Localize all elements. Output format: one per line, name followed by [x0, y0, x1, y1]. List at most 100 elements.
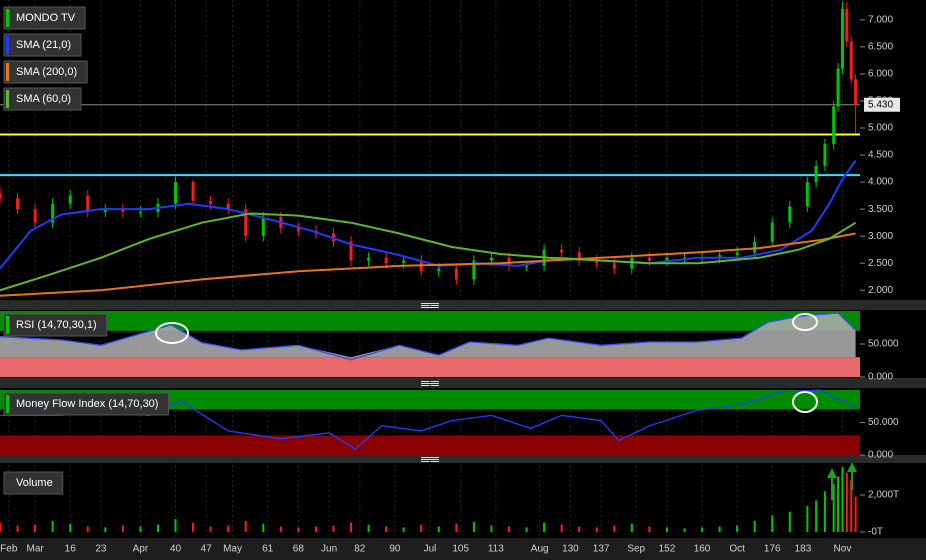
candle-body — [0, 192, 2, 199]
volume-bar — [560, 524, 563, 532]
candle-body — [612, 263, 616, 269]
legend-label: Volume — [16, 477, 53, 489]
volume-bar — [648, 526, 651, 532]
y-tick-label: 4.000 — [868, 177, 893, 188]
candle-body — [121, 209, 125, 212]
y-tick-label: 5.000 — [868, 123, 893, 134]
legend-label: MONDO TV — [16, 12, 76, 24]
candle-body — [665, 257, 669, 261]
legend-box — [3, 392, 169, 416]
indicator-line — [0, 312, 857, 361]
indicator-area — [0, 313, 856, 358]
legend-label: Money Flow Index (14,70,30) — [16, 398, 158, 410]
x-tick-label: Jul — [424, 544, 437, 555]
candle-body — [68, 195, 72, 204]
candle-body — [384, 257, 388, 264]
volume-bar — [701, 527, 704, 532]
candle-body — [788, 206, 792, 223]
arrow-up — [827, 468, 837, 500]
candle-body — [854, 79, 858, 105]
candle-body — [402, 260, 406, 264]
highlight-circle — [792, 391, 818, 413]
volume-bar — [314, 526, 317, 532]
x-tick-label: 90 — [389, 544, 401, 555]
sma-line — [0, 212, 857, 292]
x-tick-label: 130 — [562, 544, 579, 555]
candle-body — [454, 268, 458, 280]
volume-bar — [837, 476, 840, 532]
volume-bar — [507, 526, 510, 532]
legend-box — [3, 33, 82, 57]
legend-item: SMA (200,0) — [3, 60, 88, 84]
volume-bar — [736, 525, 739, 532]
x-tick-label: Jun — [321, 544, 337, 555]
candle-body — [138, 211, 142, 213]
volume-bar — [788, 511, 791, 532]
panel-separator — [0, 300, 926, 310]
volume-bar — [385, 526, 388, 532]
x-tick-label: 23 — [95, 544, 107, 555]
volume-bar — [841, 467, 844, 532]
legend-marker — [6, 36, 9, 54]
overlay — [155, 313, 857, 500]
indicator-band — [0, 311, 860, 331]
volume-bar — [455, 523, 458, 532]
candle-body — [209, 201, 213, 204]
legend-marker — [6, 395, 9, 413]
volume-bar — [718, 526, 721, 532]
x-tick-label: 113 — [488, 544, 504, 555]
volume-bar — [420, 524, 423, 532]
x-tick-label: Aug — [531, 544, 549, 555]
candle-body — [849, 41, 853, 80]
x-tick-label: 82 — [354, 544, 366, 555]
volume-bar — [578, 526, 581, 532]
y-tick-label: 2.000 — [868, 285, 893, 296]
candle-body — [261, 217, 265, 237]
candle-body — [630, 257, 634, 269]
x-tick-label: 61 — [262, 544, 274, 555]
volume-bar — [104, 527, 107, 532]
panel-separator — [0, 378, 926, 388]
x-tick-label: 160 — [694, 544, 711, 555]
legend-marker — [6, 9, 9, 27]
candle-body — [753, 241, 757, 253]
legend-box — [3, 6, 86, 30]
legend-box — [3, 87, 82, 111]
legend-marker — [6, 316, 9, 334]
volume-bar — [630, 523, 633, 532]
volume-bar — [34, 524, 37, 532]
legend-item: RSI (14,70,30,1) — [3, 313, 108, 337]
volume-bar — [525, 527, 528, 532]
volume-bar — [437, 526, 440, 532]
y-tick-label: 6.000 — [868, 69, 893, 80]
volume-bar — [279, 526, 282, 532]
legend-item: MONDO TV — [3, 6, 86, 30]
x-tick-label: May — [223, 544, 242, 555]
volume-bar — [854, 496, 857, 532]
legend-label: SMA (200,0) — [16, 66, 77, 78]
candle-body — [840, 9, 844, 69]
volume-bar — [121, 525, 124, 532]
y-tick-label: 7.000 — [868, 14, 893, 25]
panel-separator — [0, 455, 926, 463]
legend-marker — [6, 90, 9, 108]
volume-bar — [490, 525, 493, 532]
last-price-box — [864, 97, 900, 112]
volume-bar — [771, 515, 774, 532]
volume-bar — [16, 525, 19, 532]
volume-bar — [209, 526, 212, 532]
x-tick-label: 68 — [293, 544, 305, 555]
candle-body — [560, 249, 564, 253]
x-tick-label: 176 — [764, 544, 781, 555]
x-tick-label: Mar — [26, 544, 44, 555]
volume-bar — [543, 522, 546, 532]
candle-body — [832, 106, 836, 145]
candle-body — [735, 252, 739, 256]
candle-body — [367, 257, 371, 261]
candle-body — [296, 228, 300, 231]
y-tick-label: 50.000 — [868, 417, 899, 428]
x-tick-label: 105 — [452, 544, 469, 555]
